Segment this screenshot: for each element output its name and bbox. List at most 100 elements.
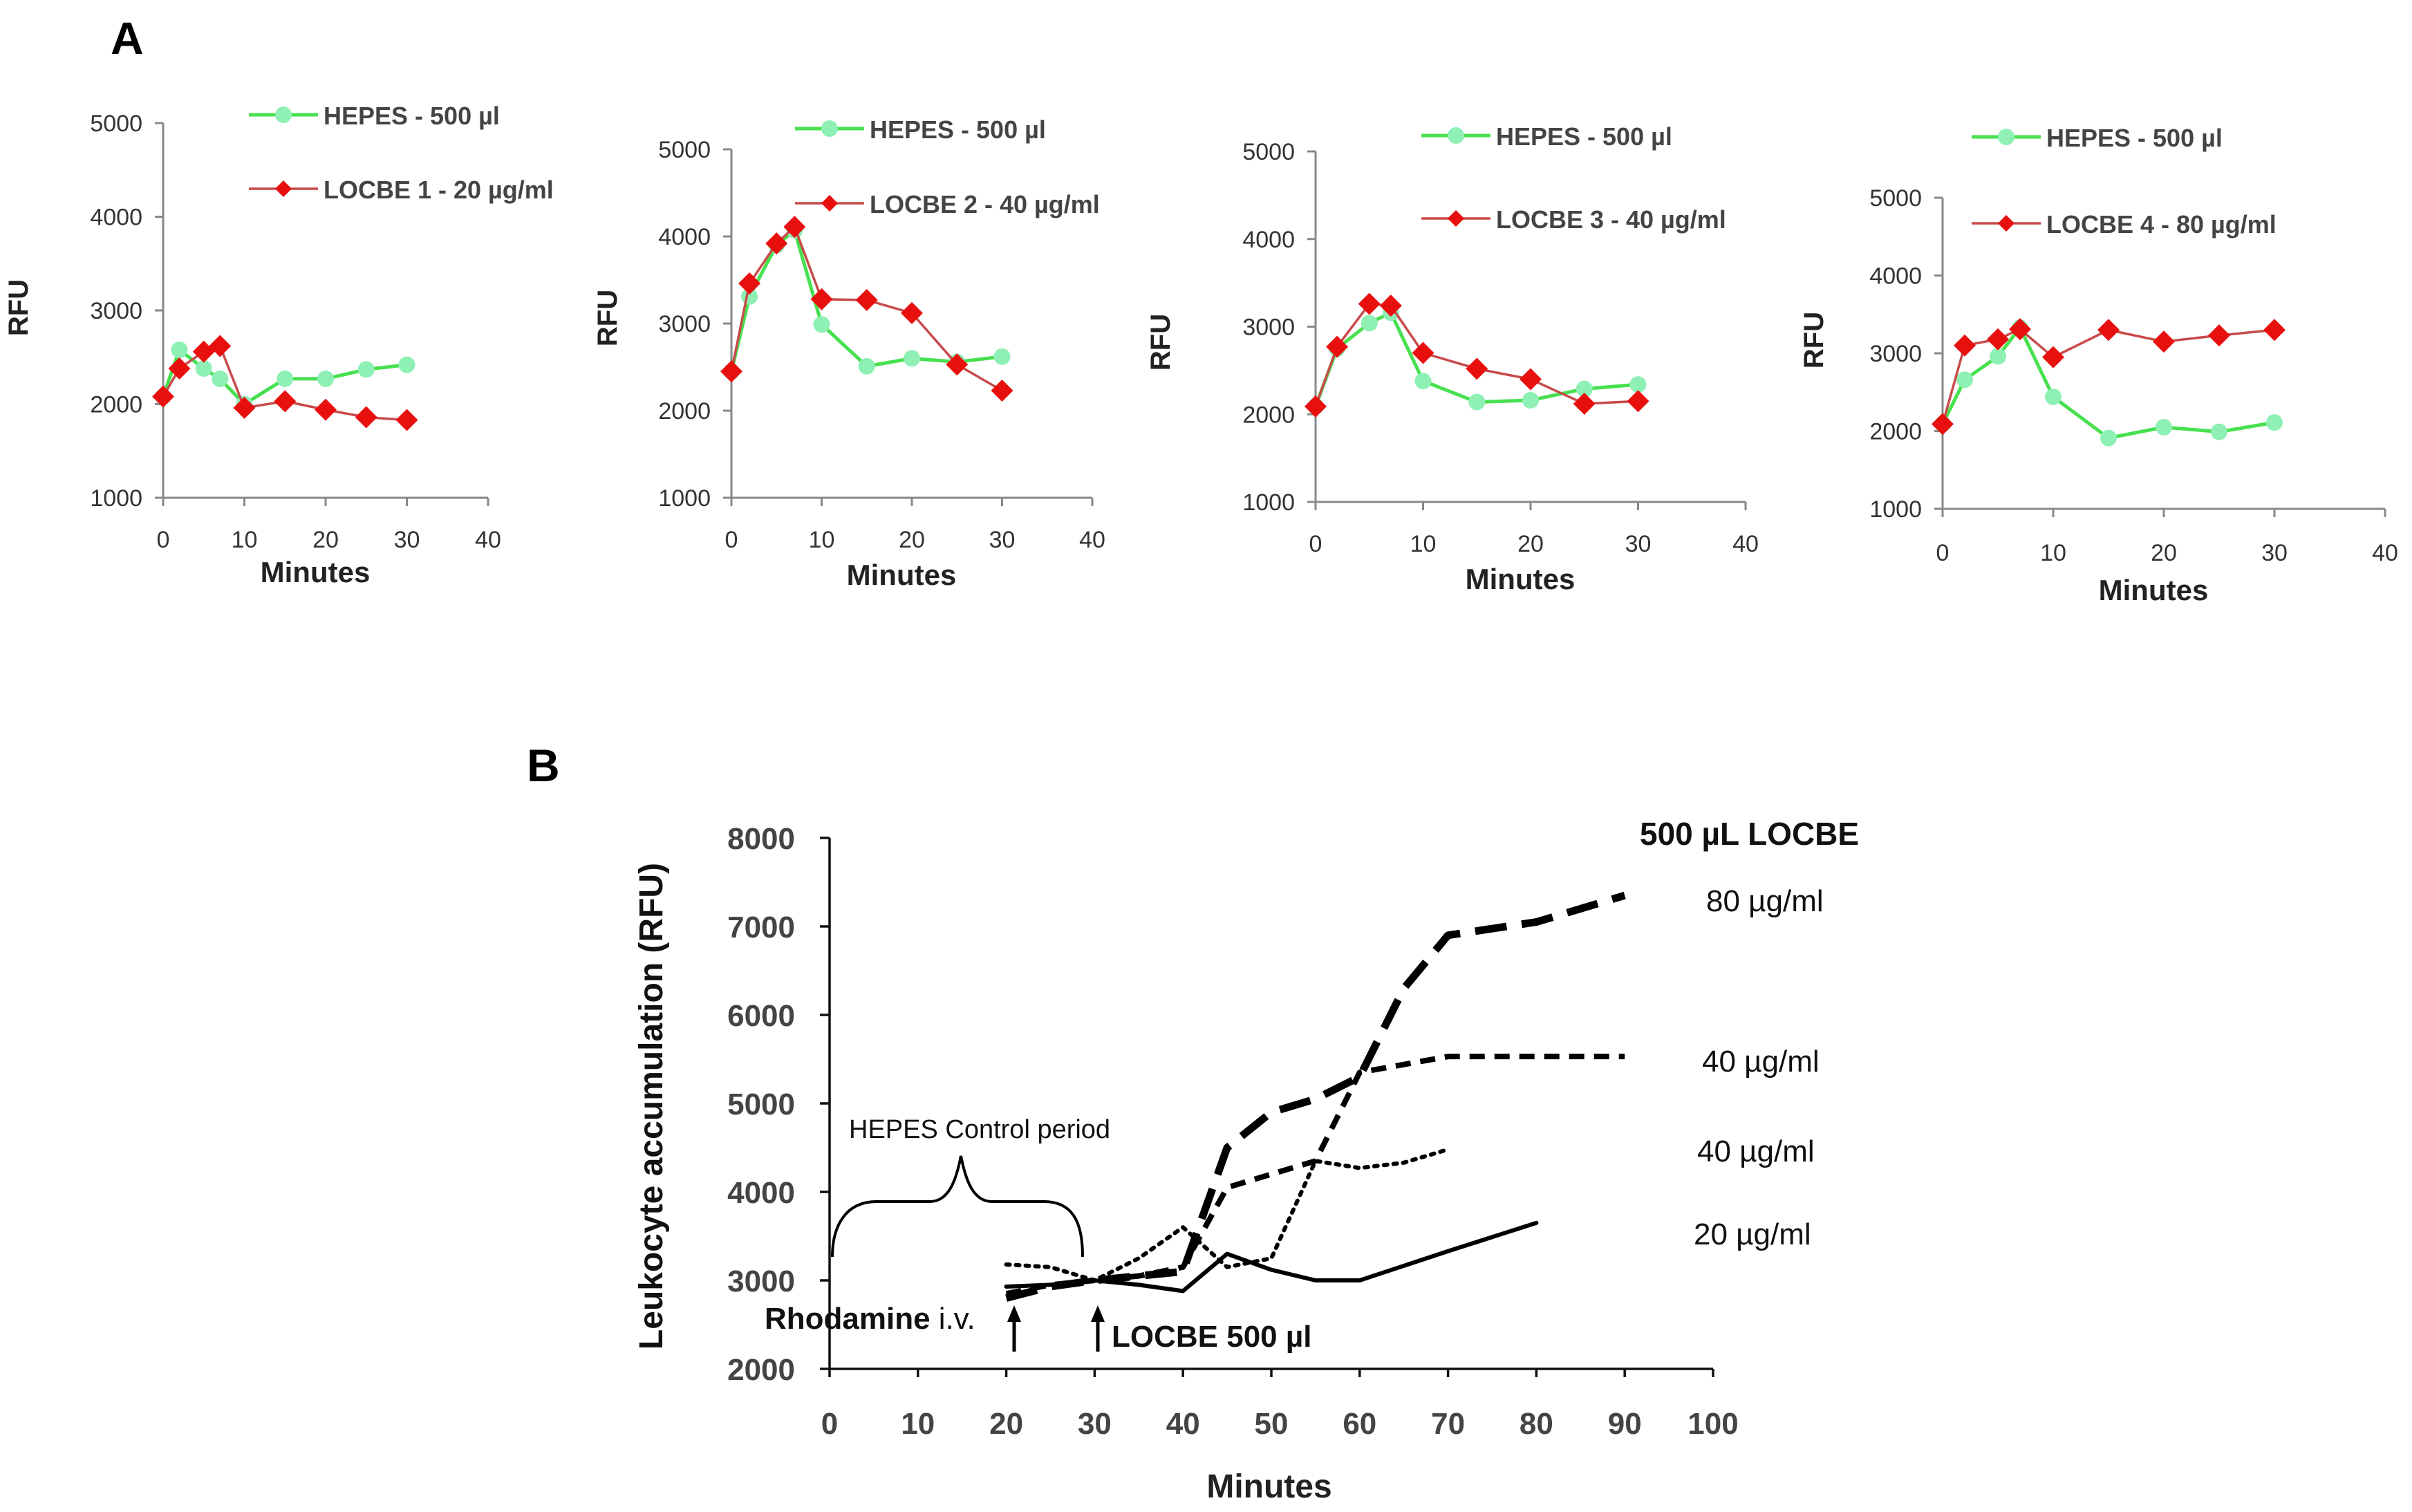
series-line-solid (1004, 1220, 1539, 1294)
y-tick-label: 5000 (1869, 185, 1922, 212)
y-tick-label: 4000 (1869, 263, 1922, 290)
legend-swatch-marker (1998, 129, 2014, 145)
y-tick-label: 8000 (727, 822, 795, 856)
series-line-dotted (1004, 1147, 1450, 1282)
x-tick-label: 90 (1608, 1407, 1642, 1441)
x-tick-label: 0 (1309, 531, 1322, 557)
data-point-locbe (1358, 292, 1381, 315)
x-tick-label: 40 (1732, 531, 1759, 557)
y-tick-label: 4000 (1242, 227, 1295, 253)
data-point-hepes (1956, 371, 1973, 389)
data-point-hepes (317, 370, 334, 387)
data-point-locbe (209, 335, 232, 357)
y-axis-title: RFU (1146, 314, 1176, 371)
data-point-locbe (1379, 295, 1402, 317)
y-tick-label: 4000 (658, 224, 711, 250)
data-point-locbe (1326, 335, 1349, 358)
series-label: 80 µg/ml (1706, 884, 1824, 918)
data-point-hepes (2156, 418, 2172, 436)
series-label: 40 µg/ml (1702, 1045, 1820, 1079)
data-point-locbe (2042, 346, 2064, 368)
data-point-hepes (398, 356, 415, 373)
data-point-locbe (738, 272, 761, 295)
x-axis-title: Minutes (847, 559, 957, 591)
legend-label: LOCBE 3 - 40 µg/ml (1496, 205, 1726, 234)
series-line-short-dash (1005, 1054, 1625, 1297)
x-tick-label: 100 (1688, 1407, 1738, 1441)
y-tick-label: 5000 (90, 111, 142, 137)
x-tick-label: 30 (1078, 1407, 1112, 1441)
data-point-locbe (2208, 324, 2230, 347)
x-tick-label: 0 (725, 527, 738, 553)
data-point-hepes (904, 350, 920, 367)
data-point-hepes (171, 341, 188, 358)
x-tick-label: 10 (2040, 540, 2066, 566)
chart-b: 2000 3000 4000 5000 6000 7000 8000 0 10 20 30 40 50 6… (633, 816, 1859, 1505)
data-point-hepes (1990, 348, 2006, 365)
y-tick-label: 6000 (727, 999, 795, 1033)
control-period-label: HEPES Control period (849, 1115, 1110, 1144)
x-axis-title: Minutes (2099, 574, 2209, 606)
data-point-locbe (1466, 357, 1488, 380)
legend-title: 500 µL LOCBE (1640, 816, 1859, 852)
data-point-locbe (2263, 319, 2285, 342)
rhodamine-label-route: i.v. (931, 1302, 975, 1336)
chart-a1: 1000 2000 3000 4000 5000 0 10 20 30 40 Minutes RFU H… (3, 102, 554, 588)
data-point-hepes (212, 370, 229, 387)
x-tick-label: 50 (1255, 1407, 1289, 1441)
x-tick-label: 20 (989, 1407, 1023, 1441)
series-label: 20 µg/ml (1694, 1217, 1811, 1251)
x-tick-label: 20 (312, 527, 339, 553)
data-point-locbe (1627, 390, 1649, 413)
data-point-hepes (1522, 391, 1539, 409)
control-period-brace (831, 1155, 1084, 1258)
data-point-hepes (2045, 389, 2062, 405)
data-point-hepes (277, 370, 294, 387)
data-point-locbe (2097, 319, 2120, 342)
locbe-arrow-label: LOCBE 500 µl (1112, 1320, 1311, 1354)
data-point-locbe (1305, 395, 1327, 418)
x-tick-label: 10 (809, 527, 835, 553)
legend-swatch-marker (1998, 215, 2014, 232)
locbe-arrow-head (1091, 1305, 1105, 1322)
data-point-locbe (855, 288, 878, 311)
y-tick-label: 3000 (90, 298, 142, 324)
y-tick-label: 1000 (658, 485, 711, 512)
data-point-locbe (1520, 368, 1542, 391)
y-tick-label: 2000 (1242, 402, 1295, 428)
legend-swatch-marker (821, 195, 838, 212)
data-point-hepes (1468, 393, 1486, 411)
data-point-locbe (395, 409, 418, 431)
x-tick-label: 20 (899, 527, 925, 553)
data-point-hepes (2100, 429, 2117, 447)
y-tick-label: 1000 (1242, 489, 1295, 516)
y-axis-title: RFU (1799, 312, 1829, 368)
y-tick-label: 5000 (658, 137, 711, 163)
y-axis-title: RFU (3, 279, 34, 336)
legend-label: LOCBE 4 - 80 µg/ml (2046, 210, 2277, 239)
chart-a4: 1000 2000 3000 4000 5000 0 10 20 30 40 Minutes RFU H… (1799, 124, 2398, 606)
rhodamine-label: Rhodamine i.v. (765, 1302, 975, 1336)
y-tick-label: 1000 (90, 485, 142, 512)
y-tick-label: 2000 (90, 392, 142, 418)
series-label: 40 µg/ml (1697, 1135, 1815, 1168)
x-tick-label: 30 (394, 527, 420, 553)
data-point-hepes (2211, 423, 2227, 440)
data-point-locbe (901, 301, 923, 324)
data-point-locbe (1987, 328, 2009, 351)
y-tick-label: 2000 (658, 398, 711, 424)
legend-swatch-marker (1448, 210, 1464, 227)
data-point-hepes (1414, 373, 1432, 390)
y-tick-label: 4000 (90, 205, 142, 231)
y-tick-label: 3000 (1869, 341, 1922, 367)
y-tick-label: 5000 (727, 1088, 795, 1121)
data-point-locbe (168, 357, 191, 380)
panel-label-a: A (111, 12, 144, 64)
x-tick-label: 0 (821, 1407, 838, 1441)
y-tick-label: 7000 (727, 911, 795, 944)
data-point-hepes (1629, 376, 1647, 393)
chart-a2: 1000 2000 3000 4000 5000 0 10 20 30 40 Minutes RFU H… (592, 115, 1105, 591)
x-tick-label: 30 (2261, 540, 2288, 566)
y-tick-label: 5000 (1242, 139, 1295, 165)
